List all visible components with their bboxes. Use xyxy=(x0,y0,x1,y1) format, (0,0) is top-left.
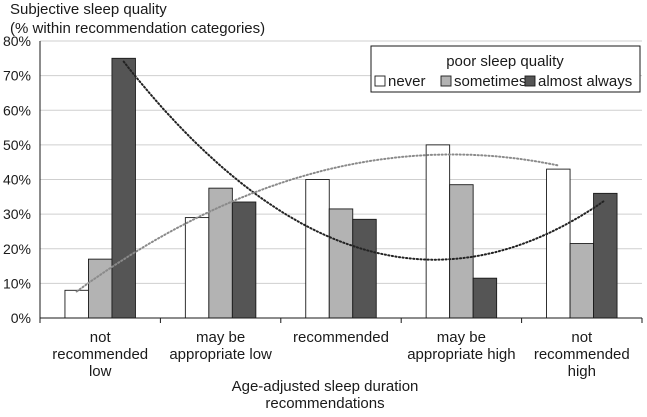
bar-sometimes xyxy=(569,243,594,319)
bar-almost-always xyxy=(352,218,377,319)
bar-never xyxy=(425,144,451,319)
legend-swatch-almost-always xyxy=(524,75,536,87)
bar-almost-always xyxy=(111,57,136,319)
x-axis-title: Age-adjusted sleep duration xyxy=(232,378,419,395)
x-category-label: recommended xyxy=(293,329,389,346)
x-category-label: not xyxy=(571,329,593,346)
y-axis-title-line-2: (% within recommendation categories) xyxy=(10,20,266,37)
bar-almost-always xyxy=(231,201,257,319)
y-tick-label: 80% xyxy=(3,33,31,49)
x-category-label: appropriate low xyxy=(169,346,272,363)
y-tick-label: 50% xyxy=(3,137,31,153)
y-tick-label: 70% xyxy=(3,68,31,84)
trendline-never xyxy=(75,153,560,293)
bar-sometimes xyxy=(87,258,113,319)
x-category-label: low xyxy=(89,363,112,380)
y-tick-label: 40% xyxy=(3,172,31,188)
x-category-label: may be xyxy=(196,329,245,346)
bar-sometimes xyxy=(449,184,474,319)
x-category-label: recommended xyxy=(52,346,148,363)
legend-title: poor sleep quality xyxy=(446,53,564,70)
legend-swatch-never xyxy=(374,75,386,87)
bar-almost-always xyxy=(472,277,498,319)
x-category-label: recommended xyxy=(534,346,630,363)
bar-never xyxy=(305,179,330,319)
bar-never xyxy=(64,289,89,319)
legend-label: sometimes xyxy=(454,73,527,90)
legend-label: almost always xyxy=(538,73,632,90)
x-category-label: appropriate high xyxy=(407,346,515,363)
y-tick-label: 60% xyxy=(3,102,31,118)
trendline-almost-always xyxy=(122,60,607,261)
x-category-label: high xyxy=(568,363,596,380)
y-tick-label: 10% xyxy=(3,275,31,291)
y-tick-label: 20% xyxy=(3,241,31,257)
y-tick-label: 30% xyxy=(3,206,31,222)
x-axis-title: recommendations xyxy=(265,395,384,412)
bar-never xyxy=(184,217,210,319)
y-tick-label: 0% xyxy=(11,310,31,326)
y-axis-title-line-1: Subjective sleep quality xyxy=(10,1,167,18)
x-category-label: may be xyxy=(437,329,486,346)
bar-sometimes xyxy=(328,208,354,319)
legend-box xyxy=(370,45,641,93)
x-category-label: not xyxy=(90,329,112,346)
legend-label: never xyxy=(388,73,426,90)
bar-never xyxy=(546,168,571,319)
bar-almost-always xyxy=(593,192,618,319)
legend-swatch-sometimes xyxy=(440,75,452,87)
